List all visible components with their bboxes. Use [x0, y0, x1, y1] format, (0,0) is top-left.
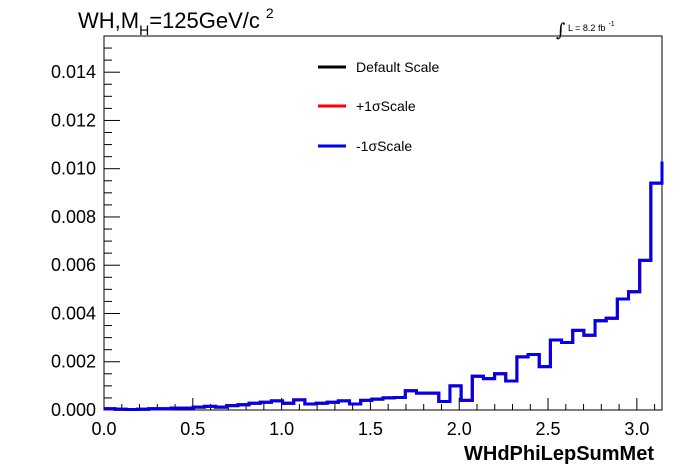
- title-subscript: H: [139, 22, 149, 38]
- x-tick-label: 1.5: [358, 419, 383, 439]
- x-tick-label: 1.0: [269, 419, 294, 439]
- y-tick-label: 0.008: [51, 207, 96, 227]
- x-axis-title: WHdPhiLepSumMet: [464, 443, 654, 465]
- x-tick-label: 0.5: [180, 419, 205, 439]
- y-tick-label: 0.012: [51, 110, 96, 130]
- series-minus-1sigma-scale: [104, 161, 664, 412]
- legend-label-minus-1sigma-scale: -1σScale: [356, 138, 412, 154]
- legend: Default Scale +1σScale -1σScale: [318, 59, 439, 154]
- luminosity-superscript: -1: [608, 21, 614, 28]
- plot-frame: [103, 35, 663, 411]
- x-tick-label: 3.0: [624, 419, 649, 439]
- y-tick-label: 0.010: [51, 159, 96, 179]
- y-tick-label: 0.014: [51, 62, 96, 82]
- x-tick-label: 2.5: [536, 419, 561, 439]
- legend-label-default-scale: Default Scale: [356, 59, 439, 75]
- legend-label-plus-1sigma-scale: +1σScale: [356, 98, 416, 114]
- x-tick-label: 0.0: [91, 419, 116, 439]
- x-tick-label: 2.0: [447, 419, 472, 439]
- axis-ticks: 0.0 0.5 1.0 1.5 2.0 2.5 3.0 0.000 0.002 0.004 0.00…: [51, 35, 656, 439]
- luminosity-label: L = 8.2 fb -1: [568, 21, 615, 33]
- integral-sign: ∫: [556, 20, 566, 41]
- title-prefix: WH,M: [78, 8, 139, 33]
- title-suffix: =125GeV/c: [149, 8, 260, 33]
- series-layer: [104, 161, 664, 412]
- chart-title: WH,MH=125GeV/c 2: [78, 5, 274, 38]
- y-tick-label: 0.004: [51, 303, 96, 323]
- title-superscript: 2: [266, 5, 274, 21]
- y-tick-label: 0.000: [51, 400, 96, 420]
- y-tick-label: 0.006: [51, 255, 96, 275]
- y-tick-label: 0.002: [51, 352, 96, 372]
- luminosity-text: L = 8.2 fb: [568, 23, 605, 33]
